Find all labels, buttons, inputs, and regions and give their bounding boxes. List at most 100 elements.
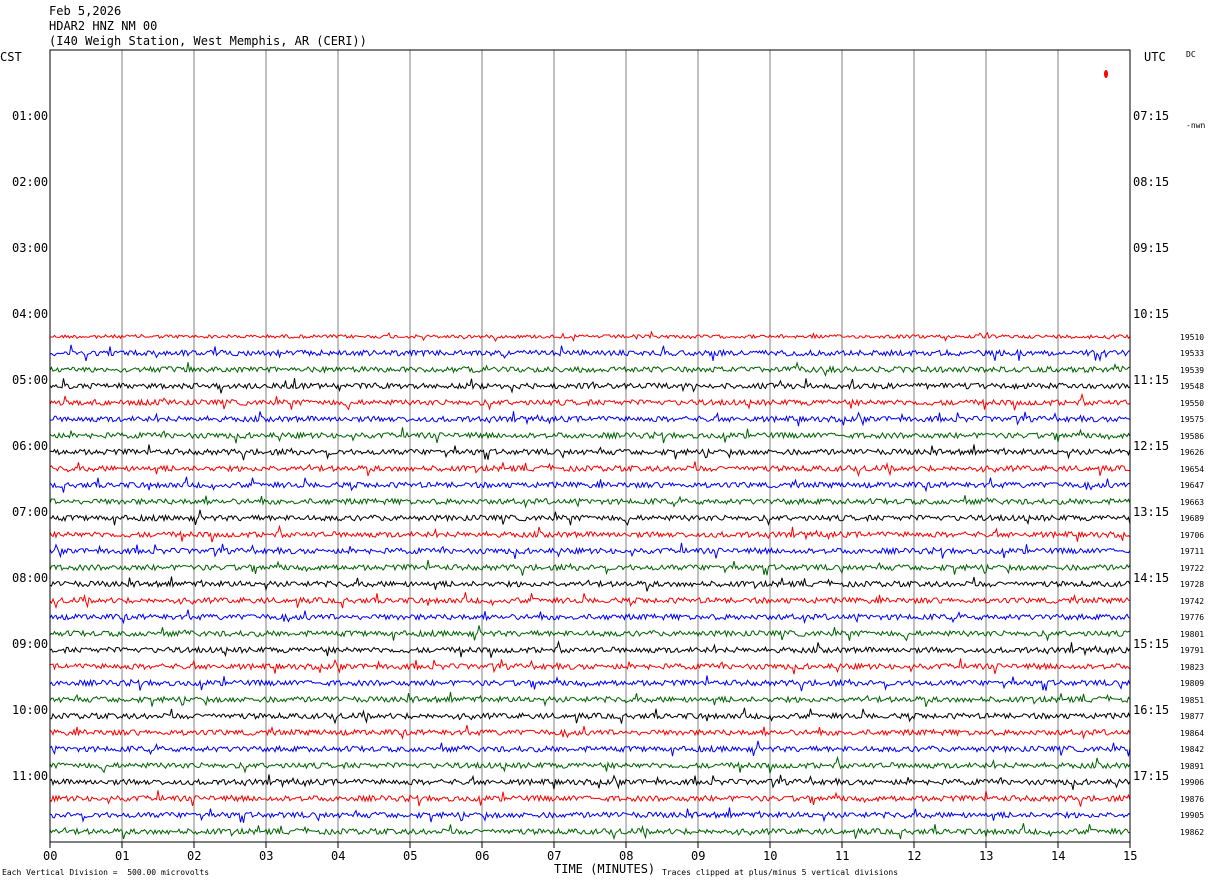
trace-line bbox=[49, 707, 1131, 725]
trace-count-label: 19876 bbox=[1180, 794, 1205, 804]
trace-count-label: 19891 bbox=[1180, 761, 1205, 771]
clip-note: Traces clipped at plus/minus 5 vertical … bbox=[662, 868, 899, 877]
nwn-label: -nwn bbox=[1186, 121, 1206, 130]
trace-count-label: 19851 bbox=[1180, 695, 1205, 705]
trace-count-label: 19654 bbox=[1180, 464, 1205, 474]
right-hour-label: 16:15 bbox=[1133, 703, 1170, 717]
trace-line bbox=[49, 640, 1131, 658]
dc-label: DC bbox=[1186, 50, 1196, 59]
trace-count-label: 19728 bbox=[1180, 580, 1205, 589]
right-hour-label: 11:15 bbox=[1133, 373, 1170, 387]
trace-count-label: 19877 bbox=[1180, 712, 1205, 721]
trace-line bbox=[49, 609, 1131, 625]
minute-gridlines bbox=[49, 50, 1131, 848]
x-tick-label: 15 bbox=[1123, 849, 1138, 863]
trace-count-label: 19722 bbox=[1180, 563, 1205, 573]
x-tick-label: 00 bbox=[43, 849, 58, 863]
x-tick-label: 10 bbox=[763, 849, 778, 863]
trace-count-label: 19742 bbox=[1180, 596, 1205, 606]
trace-count-label: 19626 bbox=[1180, 448, 1205, 457]
trace-line bbox=[49, 509, 1131, 527]
header-location: (I40 Weigh Station, West Memphis, AR (CE… bbox=[49, 34, 367, 48]
trace-line bbox=[49, 495, 1131, 509]
trace-line bbox=[49, 378, 1131, 394]
trace-line bbox=[49, 361, 1131, 377]
trace-count-label: 19862 bbox=[1180, 827, 1205, 837]
x-tick-label: 01 bbox=[115, 849, 130, 863]
trace-line bbox=[49, 392, 1131, 411]
trace-count-label: 19647 bbox=[1180, 481, 1205, 490]
trace-count-label: 19776 bbox=[1180, 613, 1205, 622]
trace-line bbox=[49, 344, 1131, 362]
left-hour-label: 06:00 bbox=[12, 439, 49, 453]
trace-line bbox=[49, 476, 1131, 493]
left-timezone: CST bbox=[0, 50, 22, 64]
x-tick-label: 09 bbox=[691, 849, 706, 863]
left-hour-label: 01:00 bbox=[12, 109, 49, 123]
trace-line bbox=[49, 411, 1131, 427]
x-tick-label: 12 bbox=[907, 849, 922, 863]
trace-count-label: 19809 bbox=[1180, 679, 1205, 688]
trace-count-label: 19575 bbox=[1180, 415, 1205, 424]
left-hour-label: 04:00 bbox=[12, 307, 49, 321]
trace-count-label: 19711 bbox=[1180, 547, 1205, 556]
seismic-traces bbox=[49, 330, 1131, 841]
trace-count-label: 19586 bbox=[1180, 431, 1205, 441]
trace-line bbox=[49, 592, 1131, 610]
left-hour-label: 11:00 bbox=[12, 769, 49, 783]
left-hour-label: 10:00 bbox=[12, 703, 49, 717]
trace-line bbox=[49, 675, 1131, 692]
trace-line bbox=[49, 755, 1131, 774]
x-tick-label: 03 bbox=[259, 849, 274, 863]
trace-line bbox=[49, 790, 1131, 807]
trace-count-label: 19842 bbox=[1180, 745, 1205, 754]
trace-count-label: 19663 bbox=[1180, 497, 1205, 507]
trace-count-label: 19510 bbox=[1180, 332, 1205, 342]
right-hour-label: 14:15 bbox=[1133, 571, 1170, 585]
x-axis-title: TIME (MINUTES) bbox=[554, 862, 656, 876]
x-tick-label: 13 bbox=[979, 849, 994, 863]
trace-count-label: 19689 bbox=[1180, 514, 1205, 523]
x-tick-label: 07 bbox=[547, 849, 562, 863]
trace-line bbox=[49, 444, 1131, 461]
left-hour-label: 05:00 bbox=[12, 373, 49, 387]
trace-line bbox=[49, 542, 1131, 559]
trace-count-label: 19801 bbox=[1180, 629, 1205, 639]
trace-count-label: 19550 bbox=[1180, 398, 1205, 408]
trace-line bbox=[49, 807, 1131, 823]
left-hour-label: 02:00 bbox=[12, 175, 49, 189]
trace-count-label: 19539 bbox=[1180, 365, 1205, 375]
trace-line bbox=[49, 740, 1131, 757]
trace-line bbox=[49, 427, 1131, 444]
header-date: Feb 5,2026 bbox=[49, 4, 122, 18]
right-hour-label: 12:15 bbox=[1133, 439, 1170, 453]
trace-line bbox=[49, 461, 1131, 478]
trace-count-label: 19548 bbox=[1180, 382, 1205, 391]
trace-line bbox=[49, 691, 1131, 708]
trace-count-label: 19533 bbox=[1180, 349, 1205, 358]
event-marker bbox=[1104, 70, 1108, 78]
left-hour-label: 07:00 bbox=[12, 505, 49, 519]
trace-count-label: 19706 bbox=[1180, 530, 1205, 540]
x-tick-label: 11 bbox=[835, 849, 850, 863]
x-tick-label: 06 bbox=[475, 849, 490, 863]
trace-line bbox=[49, 559, 1131, 576]
x-tick-label: 04 bbox=[331, 849, 346, 863]
right-hour-label: 15:15 bbox=[1133, 637, 1170, 651]
plot-frame bbox=[49, 49, 1131, 843]
right-hour-label: 07:15 bbox=[1133, 109, 1170, 123]
trace-line bbox=[49, 724, 1131, 741]
right-hour-label: 10:15 bbox=[1133, 307, 1170, 321]
trace-line bbox=[49, 625, 1131, 642]
x-tick-label: 05 bbox=[403, 849, 418, 863]
trace-line bbox=[49, 658, 1131, 675]
right-hour-label: 09:15 bbox=[1133, 241, 1170, 255]
right-hour-label: 17:15 bbox=[1133, 769, 1170, 783]
right-timezone: UTC bbox=[1144, 50, 1166, 64]
trace-line bbox=[49, 823, 1131, 841]
trace-count-label: 19823 bbox=[1180, 662, 1205, 672]
scale-note: Each Vertical Division = 500.00 microvol… bbox=[2, 868, 210, 877]
trace-line bbox=[49, 330, 1131, 343]
right-hour-label: 13:15 bbox=[1133, 505, 1170, 519]
